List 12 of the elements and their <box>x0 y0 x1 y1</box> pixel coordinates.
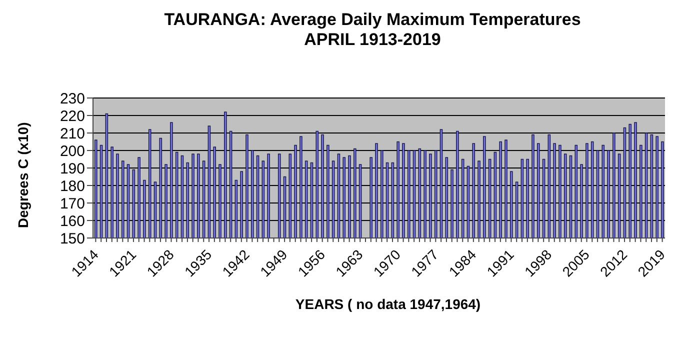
y-tick-label: 210 <box>60 125 85 142</box>
y-tick-label: 200 <box>60 142 85 160</box>
y-tick-label: 160 <box>60 212 85 230</box>
y-axis-title: Degrees C (x10) <box>14 122 31 228</box>
y-tick-label: 230 <box>60 90 85 108</box>
y-tick-label: 180 <box>60 178 85 195</box>
y-tick-label: 170 <box>60 195 85 212</box>
x-axis-title: YEARS ( no data 1947,1964) <box>294 296 482 312</box>
y-tick-label: 190 <box>60 160 85 178</box>
chart-title: TAURANGA: Average Daily Maximum Temperatures APRIL 1913-2019 <box>163 10 582 50</box>
y-tick-label: 220 <box>60 108 85 125</box>
y-tick-label: 150 <box>60 230 85 248</box>
